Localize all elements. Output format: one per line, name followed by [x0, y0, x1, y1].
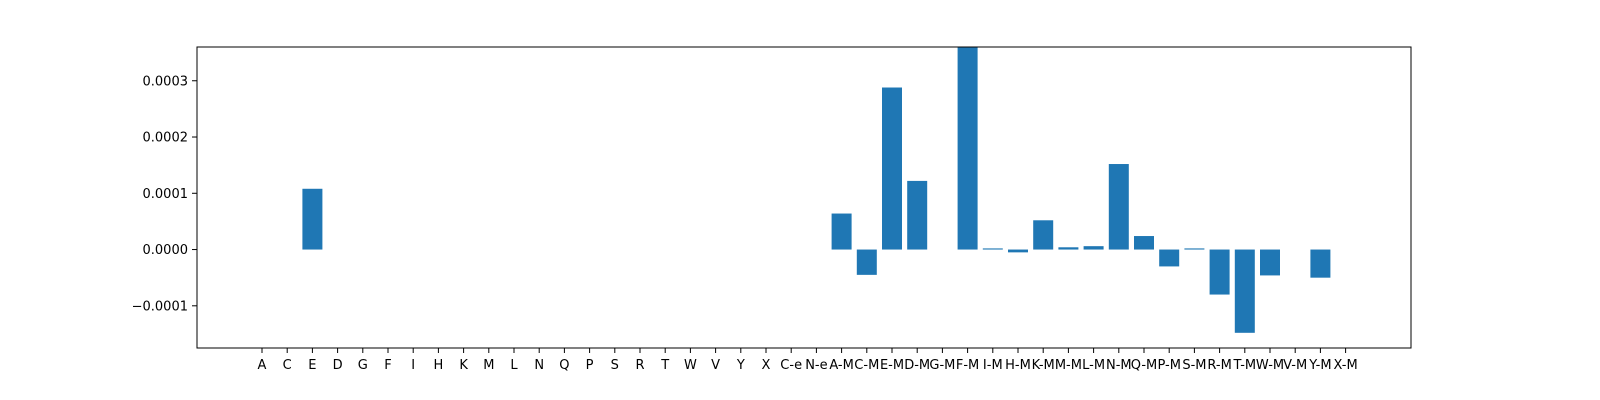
y-tick-label: 0.0000 [143, 243, 189, 258]
x-tick-label: I [411, 358, 415, 373]
x-tick-label: N-M [1106, 358, 1132, 373]
x-tick-label: F-M [956, 358, 979, 373]
bar-a-m [831, 213, 852, 250]
x-tick-label: T-M [1232, 358, 1256, 373]
x-tick-label: M [483, 358, 494, 373]
x-tick-label: Y-M [1308, 358, 1331, 373]
bar-f-m [957, 47, 978, 250]
bar-k-m [1033, 220, 1054, 250]
y-tick-label: −0.0001 [132, 299, 188, 314]
x-tick-label: X [762, 358, 771, 373]
bar-y-m [1310, 249, 1331, 278]
bar-m-m [1058, 247, 1079, 250]
x-tick-label: C [283, 358, 292, 373]
x-tick-label: D [333, 358, 343, 373]
x-tick-label: P-M [1157, 358, 1180, 373]
x-tick-label: K-M [1032, 358, 1055, 373]
x-tick-label: R [635, 358, 644, 373]
bar-t-m [1234, 249, 1255, 333]
x-tick-label: N-e [805, 358, 827, 373]
x-tick-label: L [510, 358, 518, 373]
bar-s-m [1184, 248, 1205, 250]
x-tick-label: D-M [904, 358, 930, 373]
x-tick-label: X-M [1334, 358, 1358, 373]
x-tick-label: I-M [983, 358, 1003, 373]
x-axis: A C E D G F I H K M L N Q P S R T W V Y X C-e N-e A-M C-M E-M D-M G… [258, 348, 1358, 373]
x-tick-label: Q [559, 358, 569, 373]
bars-group [302, 47, 1331, 333]
x-tick-label: S-M [1182, 358, 1206, 373]
bar-w-m [1260, 249, 1280, 276]
x-tick-label: H [434, 358, 444, 373]
x-tick-label: S [611, 358, 619, 373]
x-tick-label: N [534, 358, 544, 373]
x-tick-label: V [711, 358, 720, 373]
y-tick-label: 0.0003 [143, 74, 189, 89]
y-tick-label: 0.0001 [143, 187, 189, 202]
x-tick-label: E [308, 358, 316, 373]
x-tick-label: L-M [1082, 358, 1105, 373]
x-tick-label: H-M [1005, 358, 1031, 373]
bar-i-m [982, 248, 1003, 250]
y-axis: −0.0001 0.0000 0.0001 0.0002 0.0003 [132, 74, 197, 314]
x-tick-label: W [684, 358, 697, 373]
x-tick-label: Y [736, 358, 745, 373]
bar-r-m [1209, 249, 1230, 295]
x-tick-label: M-M [1055, 358, 1082, 373]
x-tick-label: P [586, 358, 594, 373]
bar-n-m [1108, 164, 1129, 250]
x-tick-label: F [384, 358, 391, 373]
x-tick-label: C-e [780, 358, 802, 373]
x-tick-label: V-M [1283, 358, 1307, 373]
bar-q-m [1134, 236, 1154, 250]
x-tick-label: G [358, 358, 368, 373]
x-tick-label: E-M [880, 358, 904, 373]
x-tick-label: T [660, 358, 669, 373]
x-tick-label: W-M [1256, 358, 1284, 373]
x-tick-label: G-M [929, 358, 955, 373]
plot-frame [196, 46, 1412, 349]
bar-h-m [1008, 249, 1028, 253]
y-tick-label: 0.0002 [143, 131, 189, 146]
bar-l-m [1083, 246, 1104, 250]
bar-e [302, 188, 323, 250]
x-tick-label: A-M [829, 358, 854, 373]
bar-p-m [1159, 249, 1180, 267]
x-tick-label: C-M [854, 358, 879, 373]
x-tick-label: A [258, 358, 267, 373]
x-tick-label: K [459, 358, 468, 373]
bar-c-m [856, 249, 877, 275]
bar-d-m [907, 180, 928, 250]
x-tick-label: Q-M [1131, 358, 1158, 373]
bar-e-m [882, 87, 902, 250]
x-tick-label: R-M [1207, 358, 1231, 373]
